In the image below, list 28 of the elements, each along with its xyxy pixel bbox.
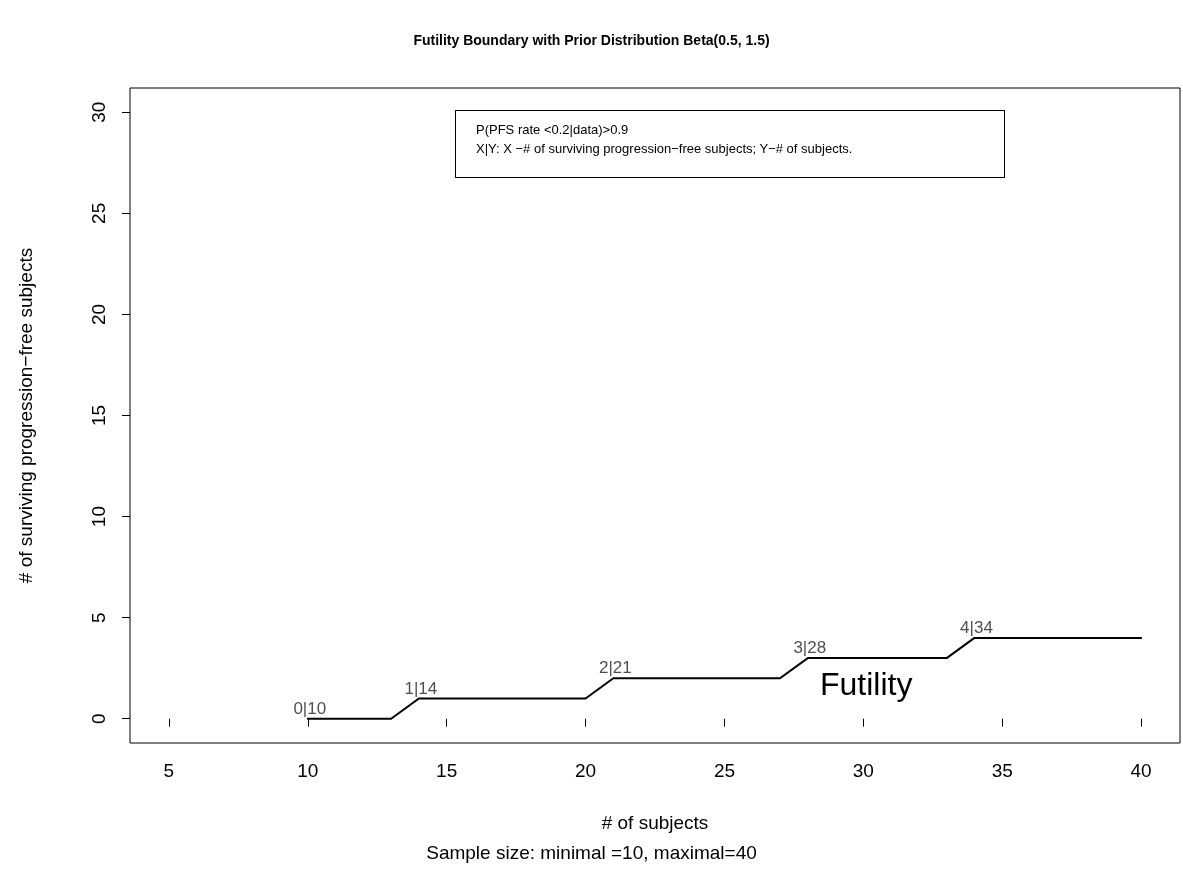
y-tick-label: 0 bbox=[88, 713, 109, 725]
x-tick-label: 20 bbox=[574, 760, 597, 781]
y-tick-label: 15 bbox=[88, 404, 109, 427]
x-tick-label: 10 bbox=[297, 760, 319, 781]
annotation: 2|21 bbox=[598, 658, 632, 678]
y-tick-label: 5 bbox=[88, 612, 109, 623]
x-tick-label: 40 bbox=[1130, 760, 1152, 781]
y-tick-label: 25 bbox=[88, 202, 109, 224]
y-tick-label: 30 bbox=[88, 101, 109, 123]
y-tick-label: 20 bbox=[88, 303, 109, 325]
x-tick-label: 5 bbox=[163, 760, 175, 781]
annotation: 1|14 bbox=[404, 678, 438, 698]
x-tick-label: 35 bbox=[991, 760, 1013, 781]
annotation: 3|28 bbox=[793, 638, 827, 658]
x-axis-title: # of subjects bbox=[601, 812, 709, 833]
annotation: 0|10 bbox=[293, 698, 327, 718]
annotation: P(PFS rate <0.2|data)>0.9 bbox=[476, 121, 629, 139]
chart-title: Futility Boundary with Prior Distribution Beta(0.5, 1.5) bbox=[413, 32, 770, 48]
x-tick-label: 30 bbox=[852, 760, 874, 781]
y-tick-label: 10 bbox=[88, 506, 109, 528]
annotation: Futility bbox=[820, 666, 913, 702]
text: Sample size: minimal =10, maximal=40 bbox=[426, 842, 757, 863]
annotation: 4|34 bbox=[960, 617, 993, 637]
note-box: P(PFS rate <0.2|data)>0.9 X|Y: X −# of surviving progression−free subjects; Y−# of subjects. bbox=[455, 110, 1005, 178]
x-tick-label: 25 bbox=[713, 760, 736, 781]
x-tick-label: 15 bbox=[436, 760, 458, 781]
y-axis-title: # of surviving progression−free subjects bbox=[15, 247, 36, 584]
annotation: X|Y: X −# of surviving progression−free subjects; Y−# of subjects. bbox=[476, 140, 853, 158]
